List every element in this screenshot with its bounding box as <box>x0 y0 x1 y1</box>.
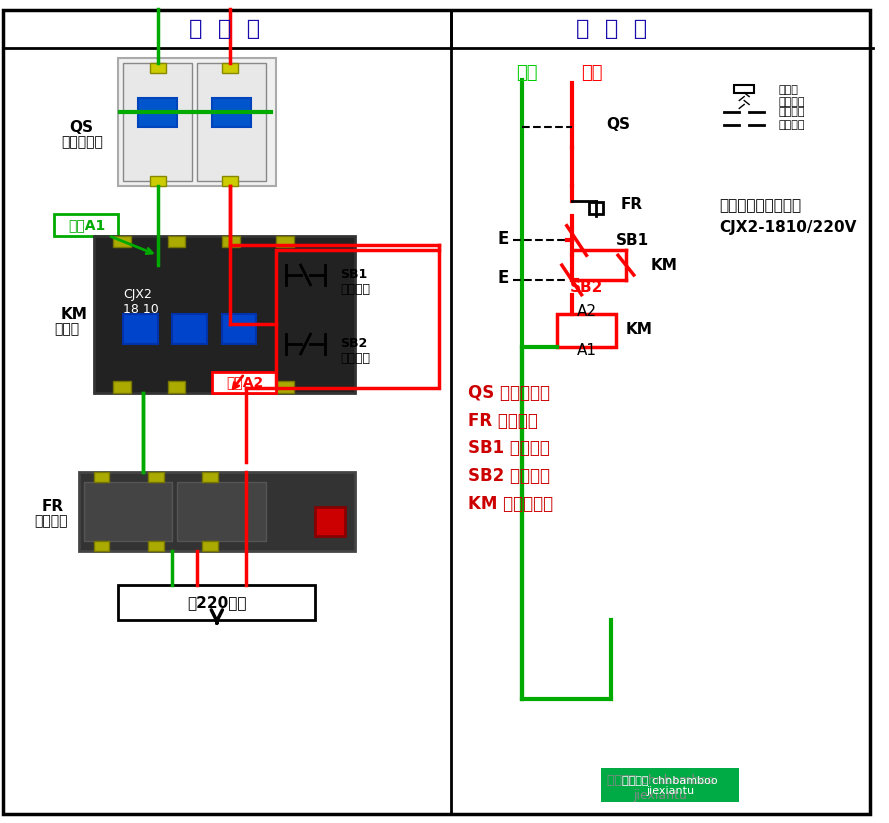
Text: SB2: SB2 <box>570 281 603 295</box>
Bar <box>150 176 165 186</box>
Text: 18 10: 18 10 <box>124 303 159 316</box>
Text: KM: KM <box>651 258 677 272</box>
Bar <box>114 235 131 248</box>
Text: 线圈A1: 线圈A1 <box>68 218 106 232</box>
Text: FR: FR <box>621 197 643 212</box>
Text: 火线: 火线 <box>581 64 602 82</box>
Bar <box>212 98 252 127</box>
Text: 常闭触头: 常闭触头 <box>779 107 805 118</box>
Bar <box>276 250 438 388</box>
Bar <box>84 482 172 541</box>
Text: 零线: 零线 <box>517 64 538 82</box>
Bar <box>734 85 754 93</box>
Bar <box>79 472 355 551</box>
Bar <box>589 202 604 214</box>
Bar <box>601 768 740 802</box>
Text: SB2: SB2 <box>340 337 367 351</box>
Text: QS 空气断路器: QS 空气断路器 <box>469 384 550 402</box>
Bar <box>118 585 316 620</box>
Bar <box>316 507 345 537</box>
Bar <box>167 381 185 393</box>
Bar <box>150 63 165 73</box>
Text: E: E <box>498 230 509 248</box>
Text: SB2 启动按钮: SB2 启动按钮 <box>469 467 550 485</box>
Bar <box>221 314 256 344</box>
Text: SB1: SB1 <box>616 233 649 248</box>
Bar <box>124 314 157 344</box>
Bar <box>124 63 192 181</box>
Text: 实  物  图: 实 物 图 <box>189 19 260 39</box>
Text: 百度知道 chnbamboo
jiexiantu: 百度知道 chnbamboo jiexiantu <box>622 774 718 797</box>
Bar <box>276 381 293 393</box>
Text: QS: QS <box>606 117 630 132</box>
Bar <box>178 482 266 541</box>
Bar <box>54 214 118 235</box>
Bar <box>172 314 207 344</box>
Bar <box>93 472 109 482</box>
Bar <box>221 176 237 186</box>
Bar <box>557 314 616 347</box>
Bar <box>93 235 355 393</box>
Bar <box>118 58 276 186</box>
Text: FR: FR <box>42 499 63 514</box>
Text: FR 热继电器: FR 热继电器 <box>469 412 538 430</box>
Text: QS: QS <box>69 119 93 135</box>
Bar <box>148 472 164 482</box>
Text: 接触器: 接触器 <box>54 322 79 336</box>
Text: 热继电器: 热继电器 <box>35 514 68 528</box>
Text: 空气断路器: 空气断路器 <box>61 135 103 149</box>
Bar <box>221 381 239 393</box>
Text: KM: KM <box>61 307 88 322</box>
Text: A2: A2 <box>577 304 597 319</box>
Bar <box>212 371 276 393</box>
Text: 注：交流接触器选用: 注：交流接触器选用 <box>719 198 802 213</box>
Text: E: E <box>498 269 509 287</box>
Bar <box>148 541 164 551</box>
Text: 复位弹簧: 复位弹簧 <box>779 97 805 108</box>
Text: KM 交流接触器: KM 交流接触器 <box>469 495 553 513</box>
Text: SB1: SB1 <box>340 268 367 281</box>
Bar <box>221 235 239 248</box>
Text: 接220电机: 接220电机 <box>187 595 246 610</box>
Text: SB1 停止按钮: SB1 停止按钮 <box>469 439 550 458</box>
Bar <box>167 235 185 248</box>
Text: A1: A1 <box>577 343 597 358</box>
Text: 百度知道 chnbamboo
jiexiantu: 百度知道 chnbamboo jiexiantu <box>606 774 714 802</box>
Bar <box>138 98 178 127</box>
Text: 按钮帽: 按钮帽 <box>779 85 798 95</box>
Text: KM: KM <box>626 322 653 337</box>
Text: CJX2-1810/220V: CJX2-1810/220V <box>719 221 857 235</box>
Bar <box>202 472 218 482</box>
Bar <box>197 63 266 181</box>
Bar <box>93 541 109 551</box>
Bar <box>202 541 218 551</box>
Text: 线圈A2: 线圈A2 <box>226 375 263 389</box>
Bar <box>221 63 237 73</box>
Text: CJX2: CJX2 <box>124 288 152 301</box>
Bar <box>276 235 293 248</box>
Text: 启动按钮: 启动按钮 <box>340 352 370 365</box>
Text: 常开触头: 常开触头 <box>779 120 805 130</box>
Bar <box>114 381 131 393</box>
Text: 停止按钮: 停止按钮 <box>340 283 370 296</box>
Text: 原  理  图: 原 理 图 <box>575 19 646 39</box>
